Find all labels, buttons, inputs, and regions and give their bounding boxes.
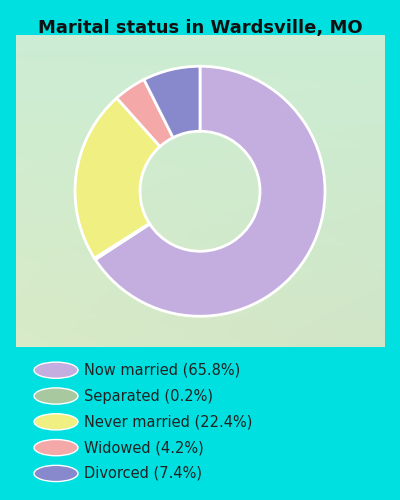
Text: Widowed (4.2%): Widowed (4.2%) — [84, 440, 204, 455]
Text: Marital status in Wardsville, MO: Marital status in Wardsville, MO — [38, 18, 362, 36]
Wedge shape — [117, 80, 173, 146]
Text: Never married (22.4%): Never married (22.4%) — [84, 414, 252, 430]
Wedge shape — [95, 66, 325, 316]
Wedge shape — [144, 66, 200, 138]
Circle shape — [34, 466, 78, 481]
Wedge shape — [75, 98, 160, 258]
Text: Divorced (7.4%): Divorced (7.4%) — [84, 466, 202, 481]
Circle shape — [34, 388, 78, 404]
Text: Separated (0.2%): Separated (0.2%) — [84, 388, 213, 404]
Circle shape — [34, 362, 78, 378]
Circle shape — [34, 440, 78, 456]
Circle shape — [34, 414, 78, 430]
Wedge shape — [94, 224, 150, 260]
Text: Now married (65.8%): Now married (65.8%) — [84, 362, 240, 378]
